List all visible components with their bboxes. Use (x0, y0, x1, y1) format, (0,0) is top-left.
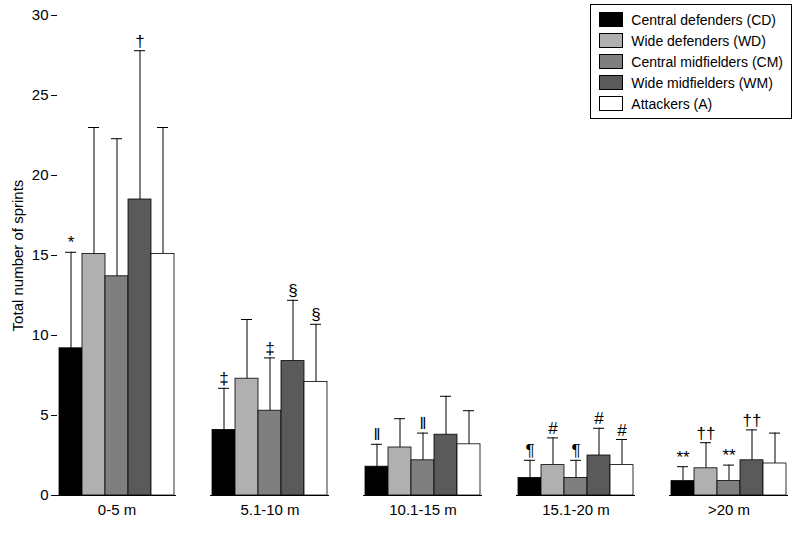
svg-text:#: # (594, 409, 604, 428)
svg-text:¶: ¶ (525, 441, 534, 460)
svg-text:¶: ¶ (571, 441, 580, 460)
svg-text:>20 m: >20 m (708, 501, 750, 518)
svg-text:#: # (617, 421, 627, 440)
svg-text:5.1-10 m: 5.1-10 m (240, 501, 299, 518)
svg-text:**: ** (676, 448, 690, 467)
svg-text:#: # (548, 419, 558, 438)
svg-text:15: 15 (32, 246, 49, 263)
html-text:Central defenders (CD): Central defenders (CD) (631, 11, 776, 28)
svg-text:††: †† (697, 424, 716, 443)
svg-text:10: 10 (32, 326, 49, 343)
svg-text:††: †† (743, 411, 762, 430)
svg-text:0-5 m: 0-5 m (98, 501, 136, 518)
svg-text:‡: ‡ (265, 339, 274, 358)
svg-text:§: § (311, 305, 320, 324)
svg-text:25: 25 (32, 86, 49, 103)
svg-text:20: 20 (32, 166, 49, 183)
svg-text:**: ** (722, 446, 736, 465)
svg-text:*: * (68, 233, 75, 252)
svg-text:30: 30 (32, 6, 49, 23)
svg-text:§: § (288, 281, 297, 300)
svg-text:‖: ‖ (419, 414, 426, 433)
svg-text:0: 0 (40, 486, 48, 503)
html-text:Wide defenders (WD): Wide defenders (WD) (631, 32, 766, 49)
svg-text:15.1-20 m: 15.1-20 m (542, 501, 610, 518)
svg-text:†: † (135, 32, 144, 51)
svg-text:‖: ‖ (373, 425, 380, 444)
html-text:Attackers (A): Attackers (A) (631, 95, 713, 112)
html-text:Central midfielders (CM): Central midfielders (CM) (631, 53, 783, 70)
svg-text:5: 5 (40, 406, 48, 423)
html-text:Wide midfielders (WM): Wide midfielders (WM) (631, 74, 773, 91)
svg-text:Total number of sprints: Total number of sprints (9, 180, 26, 332)
svg-text:‡: ‡ (219, 369, 228, 388)
svg-text:10.1-15 m: 10.1-15 m (389, 501, 457, 518)
